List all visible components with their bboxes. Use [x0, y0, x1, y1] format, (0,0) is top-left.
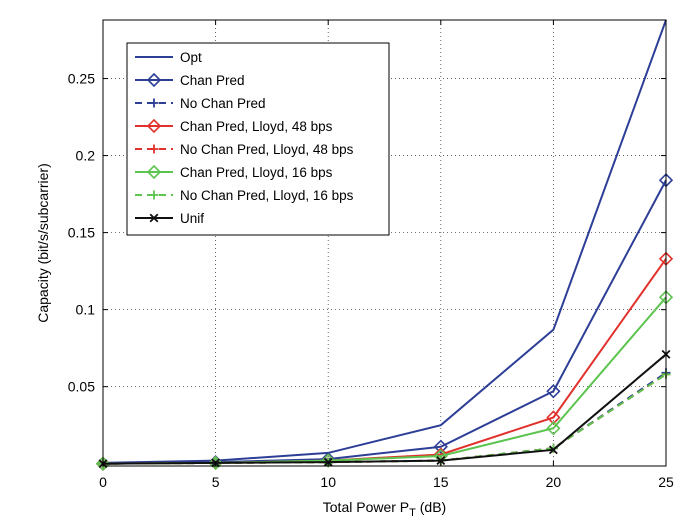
legend-swatch-marker — [146, 72, 162, 88]
y-tick-label: 0.1 — [76, 302, 96, 318]
legend-entry-label: No Chan Pred, Lloyd, 16 bps — [180, 188, 354, 203]
y-axis-label: Capacity (bit/s/subcarrier) — [35, 163, 51, 323]
legend-swatch-marker — [149, 98, 159, 108]
legend-box — [126, 42, 390, 236]
plot-frame — [102, 19, 667, 467]
data-point-marker — [95, 456, 111, 471]
x-tick-label: 5 — [212, 474, 220, 490]
legend-entry-label: No Chan Pred — [180, 96, 266, 111]
legend-entry-label: Unif — [180, 211, 204, 226]
x-tick-label: 10 — [320, 474, 336, 490]
y-tick-label: 0.2 — [76, 148, 96, 164]
axis-ticks — [102, 20, 667, 466]
x-axis-label-main: Total Power P — [323, 499, 409, 515]
x-axis-label: Total Power PT (dB) — [323, 499, 446, 519]
legend-swatch-marker — [149, 190, 159, 200]
legend-swatch-marker — [146, 164, 162, 180]
x-tick-label: 15 — [433, 474, 449, 490]
legend-swatch-marker — [149, 213, 159, 223]
y-tick-label: 0.15 — [68, 225, 95, 241]
legend: Opt Chan Pred No Chan Pred Chan Pred, Lloyd… — [126, 42, 390, 236]
legend-entry-label: Chan Pred, Lloyd, 48 bps — [180, 119, 333, 134]
legend-entry-label: No Chan Pred, Lloyd, 48 bps — [180, 142, 354, 157]
legend-entry-label: Chan Pred — [180, 73, 245, 88]
x-tick-label: 25 — [658, 474, 674, 490]
y-tick-label: 0.25 — [68, 71, 95, 87]
x-tick-label: 20 — [546, 474, 562, 490]
data-point-marker — [208, 455, 223, 471]
series-group — [102, 19, 667, 464]
data-point-marker — [546, 410, 561, 425]
legend-entry-label: Chan Pred, Lloyd, 16 bps — [180, 165, 333, 180]
legend-swatch-marker — [149, 144, 159, 154]
x-tick-label: 0 — [99, 474, 107, 490]
series-line — [102, 19, 667, 464]
data-point-marker — [548, 445, 558, 455]
data-point-marker — [546, 384, 561, 399]
y-tick-label: 0.05 — [68, 379, 95, 395]
series-line — [102, 353, 667, 465]
axis-tick-labels: 0 5 10 15 20 25 0.05 0.1 0.15 0.2 0.25 — [68, 71, 674, 490]
legend-swatch-marker — [146, 118, 162, 134]
x-axis-label-unit-text: (dB) — [420, 499, 446, 515]
data-point-marker — [546, 421, 561, 436]
legend-entry-label: Opt — [180, 50, 202, 65]
x-axis-label-subscript: T — [409, 507, 416, 519]
data-point-marker — [433, 439, 448, 454]
data-point-marker — [436, 456, 446, 466]
